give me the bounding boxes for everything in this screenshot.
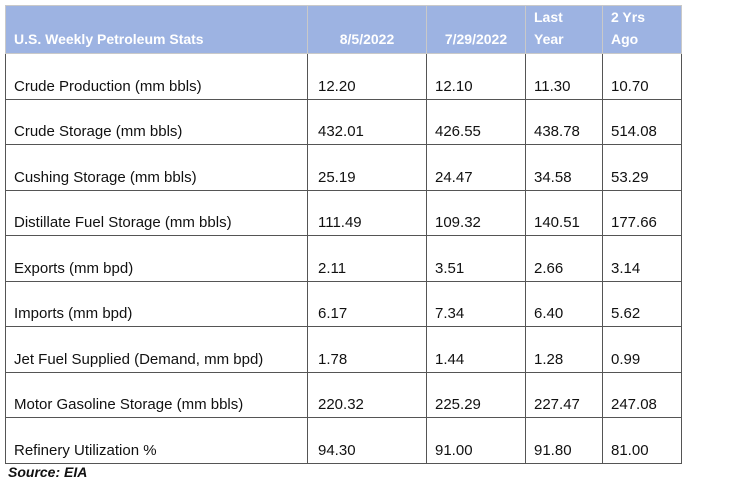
cell-7-29-2022: 91.00 <box>426 417 526 464</box>
header-last-year-line1: Last <box>534 9 563 25</box>
cell-7-29-2022: 12.10 <box>426 53 526 100</box>
table-row: Refinery Utilization % 94.30 91.00 91.80… <box>5 417 682 464</box>
cell-8-5-2022: 6.17 <box>307 280 427 327</box>
cell-8-5-2022: 94.30 <box>307 417 427 464</box>
table-row: Cushing Storage (mm bbls) 25.19 24.47 34… <box>5 144 682 191</box>
cell-last-year: 11.30 <box>525 53 603 100</box>
cell-two-years-ago: 0.99 <box>602 326 682 373</box>
cell-7-29-2022: 7.34 <box>426 280 526 327</box>
source-note: Source: EIA <box>8 464 88 480</box>
cell-two-years-ago: 53.29 <box>602 144 682 191</box>
cell-two-years-ago: 81.00 <box>602 417 682 464</box>
cell-7-29-2022: 24.47 <box>426 144 526 191</box>
cell-two-years-ago: 10.70 <box>602 53 682 100</box>
cell-last-year: 227.47 <box>525 371 603 418</box>
cell-two-years-ago: 5.62 <box>602 280 682 327</box>
cell-8-5-2022: 220.32 <box>307 371 427 418</box>
table-row: Distillate Fuel Storage (mm bbls) 111.49… <box>5 189 682 236</box>
row-metric: Imports (mm bpd) <box>5 280 308 327</box>
header-metric: U.S. Weekly Petroleum Stats <box>5 5 308 54</box>
cell-8-5-2022: 111.49 <box>307 189 427 236</box>
cell-last-year: 140.51 <box>525 189 603 236</box>
header-date-7-29-2022: 7/29/2022 <box>426 5 526 54</box>
header-date-8-5-2022: 8/5/2022 <box>307 5 427 54</box>
table-row: Exports (mm bpd) 2.11 3.51 2.66 3.14 <box>5 235 682 282</box>
header-two-years-line1: 2 Yrs <box>611 9 645 25</box>
cell-8-5-2022: 25.19 <box>307 144 427 191</box>
header-last-year-line2: Year <box>534 31 564 47</box>
cell-last-year: 438.78 <box>525 98 603 145</box>
row-metric: Refinery Utilization % <box>5 417 308 464</box>
cell-two-years-ago: 177.66 <box>602 189 682 236</box>
cell-two-years-ago: 3.14 <box>602 235 682 282</box>
table-header-row: U.S. Weekly Petroleum Stats 8/5/2022 7/2… <box>5 5 682 54</box>
petroleum-stats-table: U.S. Weekly Petroleum Stats 8/5/2022 7/2… <box>5 5 682 464</box>
cell-8-5-2022: 1.78 <box>307 326 427 373</box>
table-row: Motor Gasoline Storage (mm bbls) 220.32 … <box>5 371 682 418</box>
row-metric: Motor Gasoline Storage (mm bbls) <box>5 371 308 418</box>
row-metric: Crude Production (mm bbls) <box>5 53 308 100</box>
cell-7-29-2022: 1.44 <box>426 326 526 373</box>
cell-7-29-2022: 426.55 <box>426 98 526 145</box>
cell-two-years-ago: 247.08 <box>602 371 682 418</box>
cell-last-year: 2.66 <box>525 235 603 282</box>
cell-last-year: 91.80 <box>525 417 603 464</box>
row-metric: Exports (mm bpd) <box>5 235 308 282</box>
cell-last-year: 6.40 <box>525 280 603 327</box>
header-two-years-ago: 2 Yrs Ago <box>602 5 682 54</box>
cell-8-5-2022: 2.11 <box>307 235 427 282</box>
cell-two-years-ago: 514.08 <box>602 98 682 145</box>
table-row: Crude Production (mm bbls) 12.20 12.10 1… <box>5 53 682 100</box>
header-last-year: Last Year <box>525 5 603 54</box>
cell-8-5-2022: 432.01 <box>307 98 427 145</box>
table-row: Imports (mm bpd) 6.17 7.34 6.40 5.62 <box>5 280 682 327</box>
table-row: Jet Fuel Supplied (Demand, mm bpd) 1.78 … <box>5 326 682 373</box>
row-metric: Crude Storage (mm bbls) <box>5 98 308 145</box>
cell-7-29-2022: 3.51 <box>426 235 526 282</box>
cell-last-year: 34.58 <box>525 144 603 191</box>
row-metric: Jet Fuel Supplied (Demand, mm bpd) <box>5 326 308 373</box>
row-metric: Cushing Storage (mm bbls) <box>5 144 308 191</box>
row-metric: Distillate Fuel Storage (mm bbls) <box>5 189 308 236</box>
cell-7-29-2022: 109.32 <box>426 189 526 236</box>
table-row: Crude Storage (mm bbls) 432.01 426.55 43… <box>5 98 682 145</box>
cell-last-year: 1.28 <box>525 326 603 373</box>
cell-8-5-2022: 12.20 <box>307 53 427 100</box>
header-two-years-line2: Ago <box>611 31 639 47</box>
cell-7-29-2022: 225.29 <box>426 371 526 418</box>
